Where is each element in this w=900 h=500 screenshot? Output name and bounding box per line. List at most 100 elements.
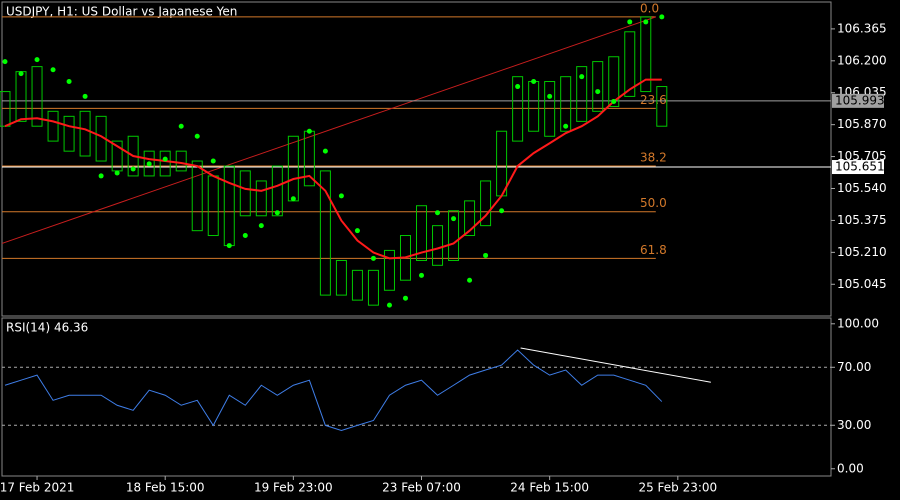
x-tick-label: 19 Feb 23:00 xyxy=(254,481,333,495)
sar-dot xyxy=(419,272,425,278)
sar-dot xyxy=(579,74,585,80)
price-bar xyxy=(544,81,556,137)
price-bar xyxy=(480,180,492,227)
price-bar xyxy=(367,269,379,306)
sar-dot xyxy=(82,93,88,99)
price-panel-frame xyxy=(1,1,832,317)
price-bar xyxy=(319,170,331,296)
y-tick-label: 106.365 xyxy=(837,21,887,35)
price-bar xyxy=(383,249,395,291)
sar-dot xyxy=(226,243,232,249)
y-tick-label: 100.00 xyxy=(837,316,879,330)
y-tick-label: 105.540 xyxy=(837,181,887,195)
sar-dot xyxy=(402,295,408,301)
rsi-line xyxy=(4,349,663,432)
price-bar xyxy=(159,150,171,177)
price-bar xyxy=(255,180,267,217)
sar-dot xyxy=(483,252,489,258)
moving-average xyxy=(4,78,662,260)
panel-title: RSI(14) 46.36 xyxy=(6,321,88,335)
sar-dot xyxy=(563,123,569,129)
sar-dot xyxy=(130,166,136,172)
sar-dot xyxy=(146,161,152,167)
price-bar xyxy=(175,150,187,172)
fib-label: 38.2 xyxy=(640,151,667,165)
sar-dot xyxy=(162,156,168,162)
price-bar xyxy=(63,115,75,152)
sar-dot xyxy=(210,158,216,164)
price-bar xyxy=(31,66,43,127)
sar-dot xyxy=(643,19,649,25)
y-tick-label: 30.00 xyxy=(837,418,871,432)
sar-dot xyxy=(467,277,473,283)
sar-dot xyxy=(98,173,104,179)
y-tick-label: 105.210 xyxy=(837,245,887,259)
sar-dot xyxy=(34,57,40,63)
x-tick-label: 25 Feb 23:00 xyxy=(638,481,717,495)
x-tick-label: 17 Feb 2021 xyxy=(0,481,74,495)
price-bar xyxy=(143,150,155,177)
sar-dot xyxy=(370,255,376,261)
price-bar xyxy=(47,110,59,142)
price-bar xyxy=(351,269,363,301)
sar-dot xyxy=(354,228,360,234)
price-bar xyxy=(624,31,636,97)
y-tick-label: 105.045 xyxy=(837,277,887,291)
sar-dot xyxy=(18,71,24,77)
y-tick-label: 105.870 xyxy=(837,117,887,131)
y-tick-label: 105.705 xyxy=(837,149,887,163)
sar-dot xyxy=(595,89,601,95)
price-bar xyxy=(608,56,620,107)
y-tick-label: 105.375 xyxy=(837,213,887,227)
sar-dot xyxy=(515,84,521,90)
y-tick-label: 0.00 xyxy=(837,461,864,475)
fib-label: 50.0 xyxy=(640,196,667,210)
price-bar xyxy=(432,225,444,266)
y-tick-label: 106.200 xyxy=(837,53,887,67)
fib-label: 61.8 xyxy=(640,243,667,257)
price-label-box xyxy=(832,93,884,108)
sar-dot xyxy=(547,93,553,99)
price-bar xyxy=(239,170,251,217)
sar-dot xyxy=(627,19,633,25)
price-bar xyxy=(271,165,283,217)
x-tick-label: 24 Feb 15:00 xyxy=(510,481,589,495)
sar-dot xyxy=(322,148,328,154)
sar-dot xyxy=(659,14,665,20)
sar-dot xyxy=(306,128,312,134)
price-label: 105.651 xyxy=(835,160,885,174)
x-tick-label: 18 Feb 15:00 xyxy=(126,481,205,495)
sar-dot xyxy=(178,123,184,129)
price-bar xyxy=(560,76,572,132)
fib-label: 23.6 xyxy=(640,93,667,107)
sar-dot xyxy=(2,59,8,65)
price-bar xyxy=(191,160,203,232)
sar-dot xyxy=(290,196,296,202)
price-bar xyxy=(448,210,460,261)
price-label: 105.993 xyxy=(835,93,885,107)
price-bar xyxy=(592,61,604,112)
rsi-panel-frame xyxy=(1,317,832,477)
sar-dot xyxy=(50,67,56,73)
price-bar xyxy=(335,259,347,296)
fib-label: 0.0 xyxy=(640,1,659,15)
sar-dot xyxy=(531,79,537,85)
sar-dot xyxy=(499,208,505,214)
sar-dot xyxy=(435,210,441,216)
price-bar xyxy=(464,200,476,237)
x-tick-label: 23 Feb 07:00 xyxy=(382,481,461,495)
sar-dot xyxy=(242,233,248,239)
sar-dot xyxy=(66,79,72,85)
price-bar xyxy=(576,66,588,122)
sar-dot xyxy=(194,133,200,139)
price-bar xyxy=(79,110,91,157)
price-bar xyxy=(512,76,524,142)
sar-dot xyxy=(611,98,617,104)
price-label-box xyxy=(832,160,884,175)
panel-title: USDJPY, H1: US Dollar vs Japanese Yen xyxy=(6,5,237,19)
y-tick-label: 70.00 xyxy=(837,360,871,374)
sar-dot xyxy=(451,216,457,222)
sar-dot xyxy=(114,170,120,176)
